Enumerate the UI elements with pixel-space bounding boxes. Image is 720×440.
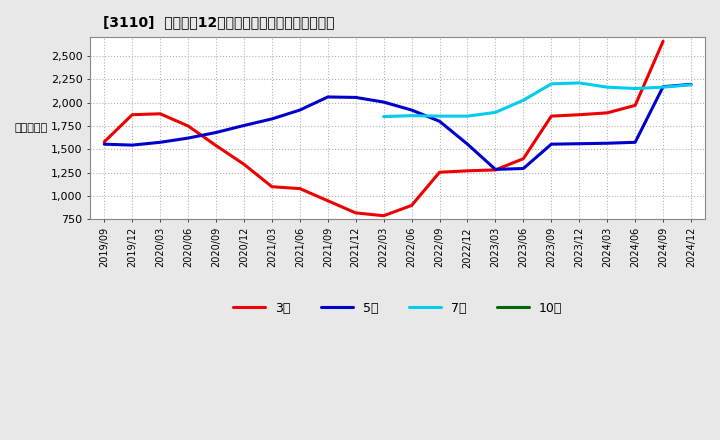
3年: [603, 110, 611, 115]
5年: [519, 166, 528, 171]
5年: [603, 141, 611, 146]
3年: [435, 169, 444, 175]
3年: [268, 184, 276, 189]
3年: [323, 198, 332, 203]
3年: [659, 39, 667, 44]
7年: [603, 84, 611, 90]
7年: [575, 80, 584, 85]
3年: [128, 112, 137, 117]
3年: [463, 168, 472, 173]
5年: [184, 136, 192, 141]
Text: [3110]  経常利益12か月移動合計の標準偏差の推移: [3110] 経常利益12か月移動合計の標準偏差の推移: [102, 15, 334, 29]
3年: [156, 111, 164, 117]
7年: [519, 98, 528, 103]
7年: [435, 114, 444, 119]
5年: [295, 107, 304, 113]
5年: [435, 119, 444, 124]
7年: [491, 110, 500, 115]
7年: [687, 82, 696, 88]
3年: [240, 161, 248, 167]
7年: [631, 86, 639, 91]
5年: [659, 84, 667, 89]
5年: [351, 95, 360, 100]
5年: [128, 143, 137, 148]
7年: [408, 113, 416, 118]
5年: [575, 141, 584, 147]
3年: [351, 210, 360, 216]
5年: [687, 82, 696, 87]
7年: [659, 84, 667, 90]
Y-axis label: （百万円）: （百万円）: [15, 123, 48, 133]
Line: 7年: 7年: [384, 83, 691, 117]
3年: [547, 114, 556, 119]
Legend: 3年, 5年, 7年, 10年: 3年, 5年, 7年, 10年: [233, 302, 562, 315]
3年: [212, 143, 220, 148]
5年: [212, 130, 220, 135]
5年: [100, 142, 109, 147]
5年: [547, 142, 556, 147]
Line: 3年: 3年: [104, 41, 663, 216]
5年: [408, 107, 416, 113]
Line: 5年: 5年: [104, 84, 691, 169]
7年: [379, 114, 388, 119]
3年: [379, 213, 388, 218]
5年: [323, 94, 332, 99]
3年: [575, 112, 584, 117]
5年: [491, 167, 500, 172]
7年: [547, 81, 556, 87]
5年: [463, 142, 472, 147]
5年: [156, 139, 164, 145]
3年: [519, 156, 528, 161]
5年: [268, 116, 276, 121]
3年: [491, 167, 500, 172]
5年: [379, 99, 388, 105]
5年: [240, 123, 248, 128]
7年: [463, 114, 472, 119]
3年: [408, 203, 416, 208]
3年: [100, 139, 109, 144]
3年: [295, 186, 304, 191]
5年: [631, 139, 639, 145]
3年: [184, 123, 192, 128]
3年: [631, 103, 639, 108]
